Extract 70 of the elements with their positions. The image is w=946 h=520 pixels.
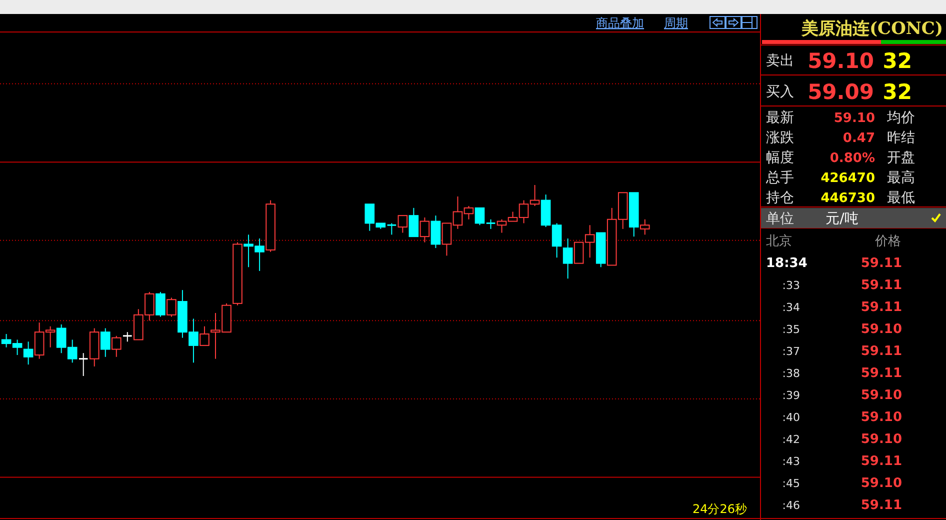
text: 59.11 bbox=[860, 454, 902, 469]
candlestick bbox=[420, 216, 430, 243]
category-label: 买入 bbox=[766, 84, 794, 100]
text: 59.11 bbox=[860, 344, 902, 359]
text: 元/吨 bbox=[826, 211, 858, 227]
category-label: 最新 bbox=[766, 110, 794, 126]
text: 59.10 bbox=[834, 111, 875, 126]
text: 59.11 bbox=[860, 278, 902, 293]
text: 商品叠加 bbox=[596, 16, 644, 30]
text: :34 bbox=[782, 301, 800, 314]
text: 周期 bbox=[664, 16, 688, 30]
text: 最高 bbox=[887, 170, 915, 186]
candlestick bbox=[474, 207, 485, 226]
text: 59.09 bbox=[808, 80, 874, 104]
category-label: 卖出 bbox=[766, 53, 794, 69]
text: 59.10 bbox=[860, 322, 902, 337]
text: 59.11 bbox=[860, 300, 902, 315]
text: 59.10 bbox=[860, 432, 902, 447]
text: 32 bbox=[882, 49, 912, 73]
text: 昨结 bbox=[887, 130, 915, 146]
category-label: 幅度 bbox=[766, 150, 794, 166]
text: :40 bbox=[782, 411, 800, 424]
category-label: 北京 bbox=[766, 234, 792, 249]
text: :42 bbox=[782, 433, 800, 446]
text: 59.10 bbox=[808, 49, 874, 73]
candlestick bbox=[486, 218, 496, 230]
text: 美原油连(CONC) bbox=[800, 19, 943, 39]
text: :37 bbox=[782, 345, 800, 358]
candlestick bbox=[562, 238, 573, 280]
text: :38 bbox=[782, 367, 800, 380]
candlestick bbox=[640, 218, 650, 236]
text: 59.11 bbox=[860, 256, 902, 271]
text: 开盘 bbox=[887, 150, 915, 166]
text: 446730 bbox=[820, 191, 875, 206]
candlestick bbox=[408, 207, 419, 238]
category-label: 涨跌 bbox=[766, 130, 794, 146]
text: 59.10 bbox=[860, 410, 902, 425]
category-label: 总手 bbox=[766, 170, 794, 186]
text: 0.80% bbox=[830, 151, 875, 166]
text: :45 bbox=[782, 477, 800, 490]
text: :46 bbox=[782, 499, 800, 512]
candlestick bbox=[78, 352, 89, 376]
category-label: 持仓 bbox=[766, 190, 794, 206]
text: 均价 bbox=[887, 110, 915, 126]
candlestick bbox=[156, 291, 166, 318]
text: :35 bbox=[782, 323, 800, 336]
candlestick bbox=[23, 341, 34, 366]
text: :33 bbox=[782, 279, 800, 292]
candlestick bbox=[386, 222, 397, 236]
text: 32 bbox=[882, 80, 912, 104]
text: :43 bbox=[782, 455, 800, 468]
category-label: 价格 bbox=[874, 234, 901, 249]
candlestick bbox=[122, 332, 133, 342]
candlestick bbox=[166, 297, 176, 318]
candlestick bbox=[430, 215, 441, 249]
text: 0.47 bbox=[842, 131, 875, 146]
text: 18:34 bbox=[766, 256, 808, 271]
text: 59.11 bbox=[860, 498, 902, 513]
text: 59.10 bbox=[860, 476, 902, 491]
candlestick bbox=[112, 335, 122, 358]
text: :39 bbox=[782, 389, 800, 402]
text: 426470 bbox=[820, 171, 875, 186]
candlestick bbox=[200, 326, 210, 346]
text: 最低 bbox=[887, 190, 915, 206]
text: 24分26秒 bbox=[692, 502, 747, 516]
candlestick bbox=[100, 328, 110, 358]
text: 59.10 bbox=[860, 388, 902, 403]
category-label: 单位 bbox=[766, 211, 794, 227]
candlestick bbox=[398, 215, 408, 234]
text: 59.11 bbox=[860, 366, 902, 381]
